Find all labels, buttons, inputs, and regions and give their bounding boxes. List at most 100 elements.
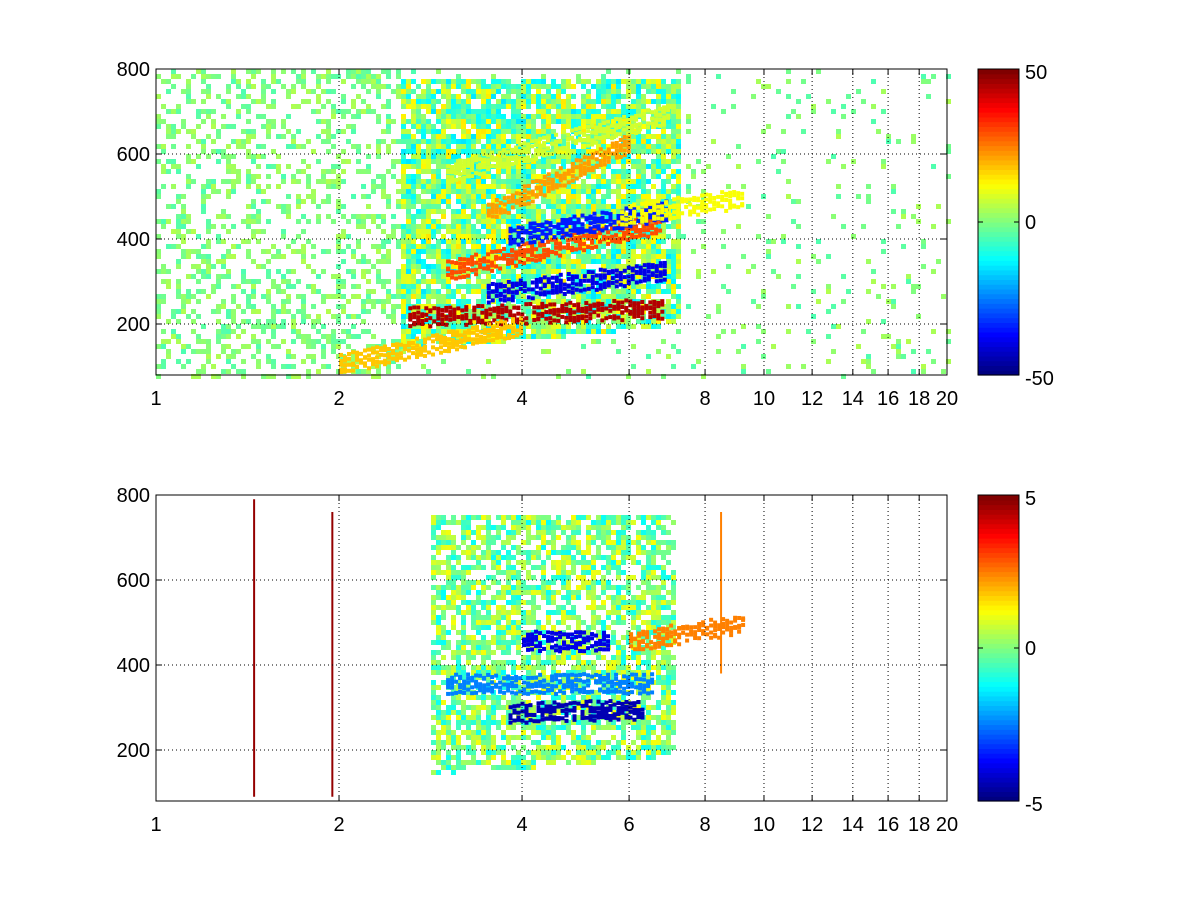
feature-cell (560, 227, 565, 232)
feature-cell (494, 264, 499, 269)
feature-cell (522, 188, 527, 193)
heatmap-cell (266, 104, 271, 109)
feature-cell (458, 270, 463, 275)
heatmap-cell (566, 124, 571, 129)
feature-cell (424, 312, 429, 317)
heatmap-cell (426, 304, 431, 309)
heatmap-cell (421, 294, 426, 299)
feature-cell (732, 190, 737, 195)
heatmap-cell (541, 199, 546, 204)
heatmap-cell (171, 309, 176, 314)
heatmap-cell (391, 214, 396, 219)
heatmap-cell (156, 194, 161, 199)
heatmap-cell (196, 299, 201, 304)
feature-cell (546, 253, 551, 258)
heatmap-cell (586, 79, 591, 84)
heatmap-cell (591, 109, 596, 114)
feature-cell (506, 200, 511, 205)
heatmap-cell (426, 264, 431, 269)
heatmap-cell (421, 279, 426, 284)
heatmap-cell (301, 254, 306, 259)
heatmap-cell (666, 249, 671, 254)
heatmap-cell (231, 184, 236, 189)
heatmap-cell (286, 299, 291, 304)
feature-cell (486, 211, 491, 216)
heatmap-cell (611, 154, 616, 159)
heatmap-cell (371, 109, 376, 114)
heatmap-cell (686, 304, 691, 309)
heatmap-cell (306, 184, 311, 189)
heatmap-cell (811, 289, 816, 294)
heatmap-cell (631, 79, 636, 84)
feature-cell (600, 219, 605, 224)
heatmap-cell (596, 99, 601, 104)
heatmap-cell (466, 129, 471, 134)
heatmap-cell (621, 239, 626, 244)
heatmap-cell (346, 159, 351, 164)
heatmap-cell (301, 74, 306, 79)
heatmap-cell (416, 279, 421, 284)
heatmap-cell (166, 124, 171, 129)
heatmap-cell (281, 209, 286, 214)
heatmap-cell (306, 339, 311, 344)
heatmap-cell (306, 334, 311, 339)
heatmap-cell (661, 249, 666, 254)
heatmap-cell (676, 259, 681, 264)
heatmap-cell (176, 334, 181, 339)
heatmap-cell (626, 289, 631, 294)
heatmap-cell (566, 274, 571, 279)
heatmap-cell (396, 244, 401, 249)
heatmap-cell (361, 79, 366, 84)
heatmap-cell (176, 104, 181, 109)
heatmap-cell (571, 194, 576, 199)
feature-cell (502, 246, 507, 251)
heatmap-cell (686, 199, 691, 204)
heatmap-cell (781, 239, 786, 244)
heatmap-cell (551, 244, 556, 249)
heatmap-cell (251, 214, 256, 219)
heatmap-cell (251, 279, 256, 284)
heatmap-cell (321, 169, 326, 174)
heatmap-cell (361, 299, 366, 304)
heatmap-cell (616, 199, 621, 204)
heatmap-cell (581, 179, 586, 184)
feature-cell (638, 271, 643, 276)
feature-cell (582, 241, 587, 246)
heatmap-cell (246, 319, 251, 324)
feature-cell (646, 228, 651, 233)
heatmap-cell (436, 154, 441, 159)
heatmap-cell (606, 89, 611, 94)
feature-cell (680, 197, 685, 202)
heatmap-cell (291, 364, 296, 369)
heatmap-cell (366, 279, 371, 284)
heatmap-cell (666, 254, 671, 259)
heatmap-cell (651, 234, 656, 239)
heatmap-cell (221, 254, 226, 259)
feature-cell (482, 164, 487, 169)
heatmap-cell (441, 159, 446, 164)
heatmap-cell (216, 274, 221, 279)
heatmap-cell (371, 214, 376, 219)
heatmap-cell (266, 184, 271, 189)
heatmap-cell (361, 184, 366, 189)
heatmap-cell (866, 199, 871, 204)
heatmap-cell (216, 129, 221, 134)
feature-cell (634, 264, 639, 269)
heatmap-cell (561, 169, 566, 174)
heatmap-cell (631, 194, 636, 199)
feature-cell (708, 193, 713, 198)
heatmap-cell (556, 294, 561, 299)
heatmap-cell (466, 289, 471, 294)
feature-cell (534, 254, 539, 259)
heatmap-cell (386, 279, 391, 284)
heatmap-cell (546, 104, 551, 109)
heatmap-cell (296, 79, 301, 84)
heatmap-cell (311, 89, 316, 94)
heatmap-cell (871, 119, 876, 124)
heatmap-cell (656, 104, 661, 109)
feature-cell (492, 306, 497, 311)
heatmap-cell (266, 219, 271, 224)
feature-cell (564, 308, 569, 313)
heatmap-cell (546, 349, 551, 354)
feature-cell (540, 301, 545, 306)
